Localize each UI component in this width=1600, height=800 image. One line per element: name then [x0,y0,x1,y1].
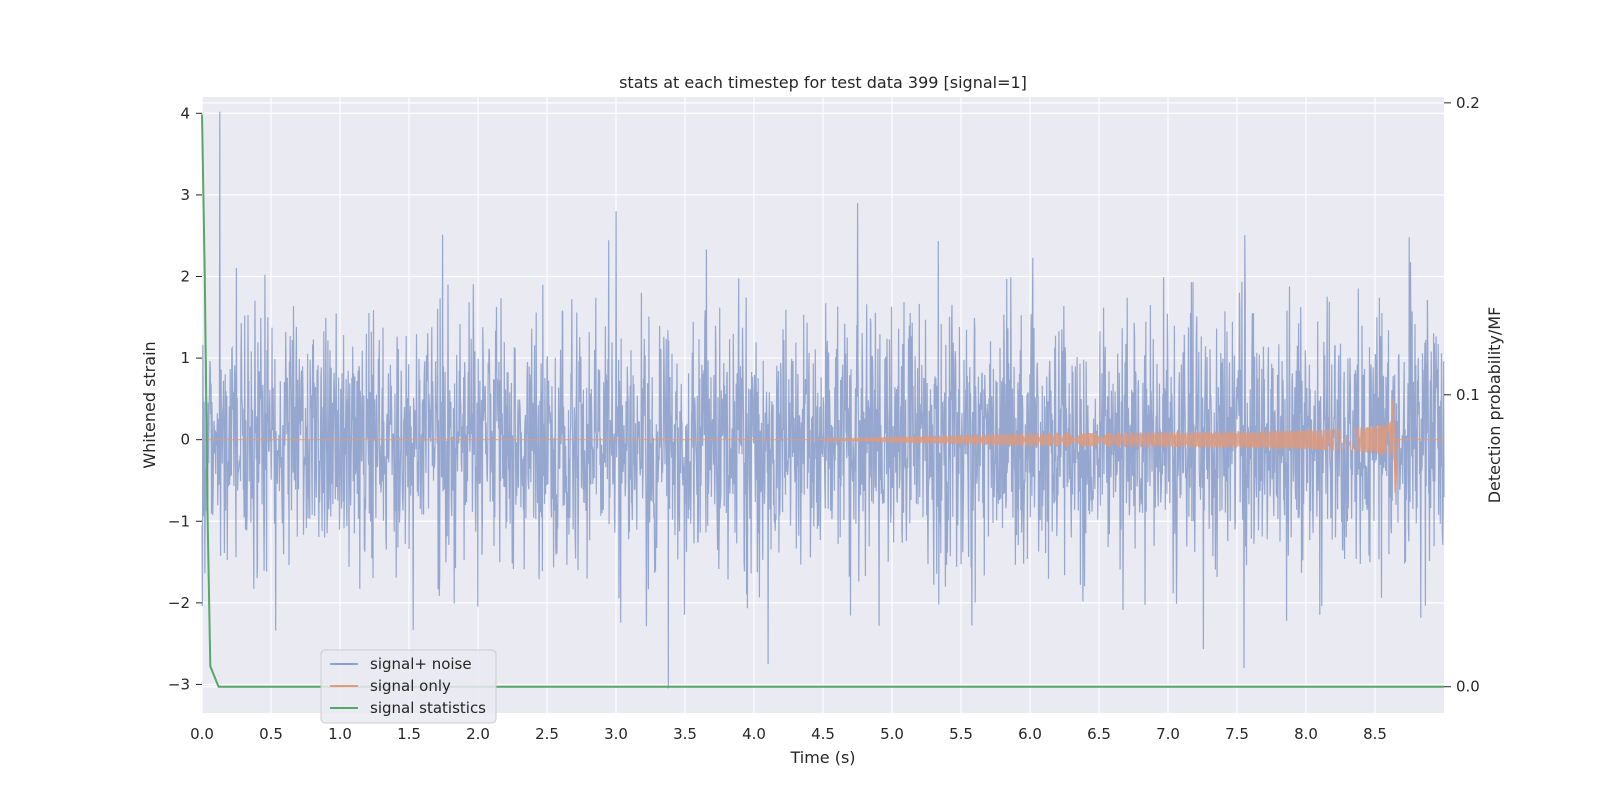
x-tick-label: 6.5 [1087,725,1111,743]
y-tick-label: 2 [180,267,190,285]
x-tick-label: 4.0 [742,725,766,743]
y-tick-label: −2 [168,594,190,612]
x-tick-label: 8.5 [1363,725,1387,743]
signal-only-line [202,421,1444,460]
x-tick-label: 5.0 [880,725,904,743]
y-tick-label: 3 [180,186,190,204]
x-tick-label: 1.0 [328,725,352,743]
legend-box [320,649,497,724]
legend-label-signal-only: signal only [370,677,451,695]
y2-axis-ticks: 0.0 0.1 0.2 [1444,94,1480,696]
signal-noise-line [201,111,1445,689]
x-tick-label: 7.5 [1225,725,1249,743]
x-axis-ticks: 0.0 0.5 1.0 1.5 2.0 2.5 3.0 3.5 4.0 4.5 5.0 5.5 6.0 6… [190,725,1387,743]
x-tick-label: 8.0 [1294,725,1318,743]
legend-label-signal-statistics: signal statistics [370,699,486,717]
y2-tick-label: 0.0 [1456,678,1480,696]
x-tick-label: 2.0 [466,725,490,743]
chart-title: stats at each timestep for test data 399… [619,73,1027,92]
y-tick-label: 0 [180,431,190,449]
x-tick-label: 7.0 [1156,725,1180,743]
x-axis-label: Time (s) [789,748,855,767]
x-tick-label: 0.5 [259,725,283,743]
y-axis-label: Whitened strain [140,341,159,468]
x-tick-label: 5.5 [949,725,973,743]
signal-noise-series [201,111,1445,689]
y2-tick-label: 0.2 [1456,94,1480,112]
signal-only-series [202,398,1444,493]
y-tick-label: 1 [180,349,190,367]
y2-axis-label: Detection probability/MF [1485,307,1504,504]
y-tick-label: −1 [168,512,190,530]
x-tick-label: 3.5 [673,725,697,743]
x-tick-label: 4.5 [811,725,835,743]
y-axis-ticks: −3 −2 −1 0 1 2 3 4 [168,104,202,693]
x-tick-label: 2.5 [535,725,559,743]
x-tick-label: 1.5 [397,725,421,743]
x-tick-label: 0.0 [190,725,214,743]
legend: signal+ noise signal only signal statist… [320,649,497,724]
signal-only-merger [1389,398,1400,493]
legend-label-signal-noise: signal+ noise [370,655,472,673]
y-tick-label: −3 [168,675,190,693]
x-tick-label: 3.0 [604,725,628,743]
x-tick-label: 6.0 [1018,725,1042,743]
y2-tick-label: 0.1 [1456,386,1480,404]
y-tick-label: 4 [180,104,190,122]
